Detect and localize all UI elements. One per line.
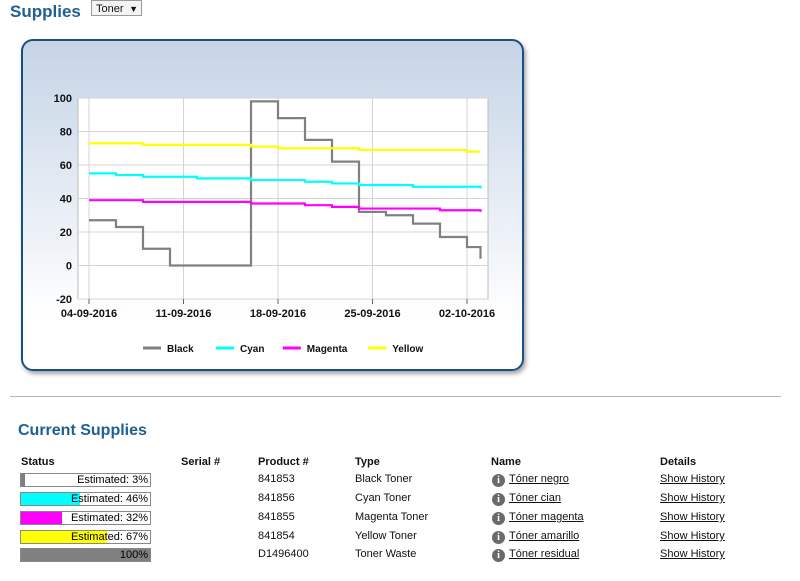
- show-history-link[interactable]: Show History: [660, 473, 725, 485]
- status-text: Estimated: 3%: [77, 474, 148, 486]
- status-bar: Estimated: 46%: [20, 492, 151, 506]
- x-tick-label: 25-09-2016: [344, 308, 400, 320]
- status-bar-fill: [21, 549, 150, 561]
- status-bar: Estimated: 67%: [20, 530, 151, 544]
- product-header: Product #: [258, 456, 309, 468]
- x-tick-label: 18-09-2016: [250, 308, 306, 320]
- show-history-link[interactable]: Show History: [660, 492, 725, 504]
- supply-name-link[interactable]: Tóner cian: [509, 492, 561, 504]
- y-tick-label: 60: [60, 160, 72, 172]
- supplies-line-chart: 100 80 60 40 20 0 -20 04-09-2016 11-09-2016 18-09…: [54, 93, 496, 355]
- y-tick-label: 80: [60, 127, 72, 139]
- current-supplies-title: Current Supplies: [18, 422, 147, 439]
- product-cell: 841856: [258, 492, 295, 504]
- y-tick-label: 20: [60, 227, 72, 239]
- show-history-link[interactable]: Show History: [660, 548, 725, 560]
- info-icon[interactable]: i: [492, 493, 505, 506]
- supply-name-link[interactable]: Tóner residual: [509, 548, 580, 560]
- show-history-link[interactable]: Show History: [660, 530, 725, 542]
- legend-label-cyan: Cyan: [240, 344, 264, 355]
- status-bar: Estimated: 3%: [20, 473, 151, 487]
- chevron-down-icon: ▼: [129, 4, 138, 14]
- supply-type-value: Toner: [96, 3, 124, 15]
- page-title: Supplies: [10, 2, 81, 21]
- product-cell: 841853: [258, 473, 295, 485]
- x-tick-label: 02-10-2016: [439, 308, 495, 320]
- y-tick-label: -20: [56, 294, 72, 306]
- type-header: Type: [355, 456, 380, 468]
- section-divider: [10, 396, 781, 397]
- show-history-link[interactable]: Show History: [660, 511, 725, 523]
- status-bar-fill: [21, 474, 25, 486]
- legend-label-yellow: Yellow: [392, 344, 423, 355]
- series-line-cyan: [89, 172, 482, 189]
- status-bar: Estimated: 32%: [20, 511, 151, 525]
- type-cell: Cyan Toner: [355, 492, 412, 504]
- product-cell: 841855: [258, 511, 295, 523]
- supplies-chart-panel: 100 80 60 40 20 0 -20 04-09-2016 11-09-2016 18-09…: [21, 39, 524, 371]
- status-bar-fill: [21, 512, 63, 524]
- x-tick-label: 04-09-2016: [61, 308, 117, 320]
- product-cell: D1496400: [258, 548, 309, 560]
- y-tick-label: 40: [60, 194, 72, 206]
- legend-label-black: Black: [167, 344, 194, 355]
- type-cell: Toner Waste: [355, 548, 417, 560]
- series-line-yellow: [89, 142, 481, 153]
- serial-header: Serial #: [181, 456, 221, 468]
- status-text: Estimated: 32%: [70, 512, 148, 524]
- type-cell: Yellow Toner: [355, 530, 417, 542]
- status-text: 100%: [119, 549, 148, 561]
- type-cell: Black Toner: [355, 473, 413, 485]
- info-icon[interactable]: i: [492, 474, 505, 487]
- y-tick-label: 100: [54, 93, 72, 105]
- product-cell: 841854: [258, 530, 295, 542]
- status-text: Estimated: 67%: [70, 531, 148, 543]
- status-bar-fill: [21, 493, 81, 505]
- supply-name-link[interactable]: Tóner negro: [509, 473, 569, 485]
- x-tick-label: 11-09-2016: [156, 308, 212, 320]
- info-icon[interactable]: i: [492, 512, 505, 525]
- info-icon[interactable]: i: [492, 549, 505, 562]
- name-header: Name: [491, 456, 521, 468]
- status-bar-fill: [21, 531, 108, 543]
- status-text: Estimated: 46%: [70, 493, 148, 505]
- supply-name-link[interactable]: Tóner magenta: [509, 511, 584, 523]
- legend-label-magenta: Magenta: [307, 344, 348, 355]
- series-line-magenta: [89, 199, 482, 212]
- type-cell: Magenta Toner: [355, 511, 429, 523]
- status-bar: 100%: [20, 548, 151, 562]
- y-tick-label: 0: [66, 261, 72, 273]
- supply-type-select[interactable]: Toner ▼: [91, 0, 142, 16]
- status-header: Status: [21, 456, 55, 468]
- details-header: Details: [660, 456, 697, 468]
- supply-name-link[interactable]: Tóner amarillo: [509, 530, 580, 542]
- series-line-black: [89, 100, 482, 267]
- info-icon[interactable]: i: [492, 531, 505, 544]
